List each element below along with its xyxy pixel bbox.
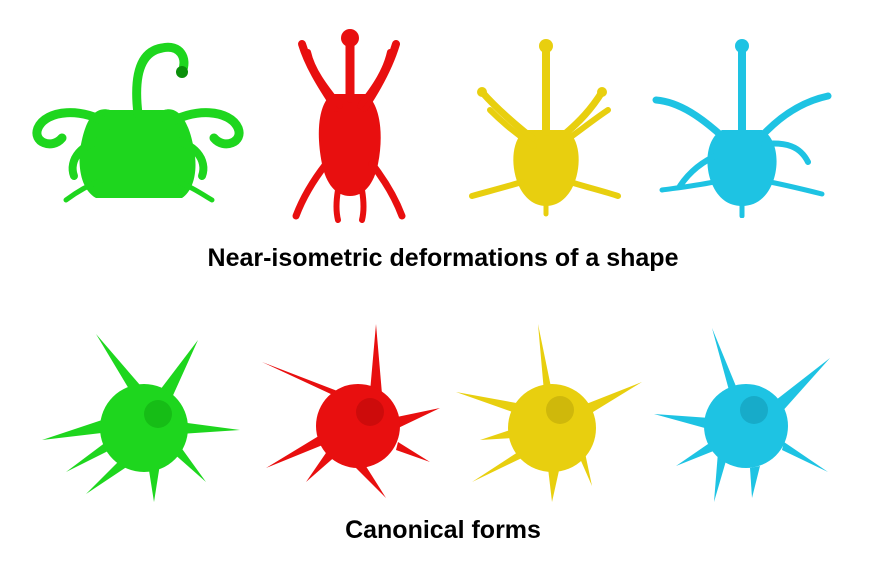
sphere-body	[100, 384, 188, 472]
sphere-shade	[356, 398, 384, 426]
sphere-body	[316, 384, 400, 468]
canonical-form-green	[36, 322, 248, 506]
deformed-shape-red	[280, 24, 418, 224]
sphere-shade	[740, 396, 768, 424]
shape-knob	[735, 39, 749, 53]
top-row-caption: Near-isometric deformations of a shape	[207, 244, 679, 272]
shape-knob	[539, 39, 553, 53]
shape-body	[513, 130, 579, 206]
spikes	[654, 328, 830, 502]
spikes	[262, 324, 440, 498]
canonical-form-cyan-figure	[654, 328, 830, 502]
sphere-shade	[144, 400, 172, 428]
canonical-form-red-figure	[262, 324, 440, 498]
shape-knob	[341, 29, 359, 47]
sphere-body	[704, 384, 788, 468]
canonical-form-green-figure	[42, 334, 240, 502]
canonical-form-red	[258, 322, 442, 506]
shape-arms	[32, 42, 244, 203]
canonical-form-yellow	[452, 322, 644, 506]
shape-knob	[597, 87, 607, 97]
deformed-shape-green	[22, 30, 254, 210]
canonical-form-cyan	[650, 322, 834, 506]
shape-arms	[292, 35, 406, 223]
shape-arms	[652, 44, 832, 218]
shape-body	[318, 94, 381, 196]
deformed-shape-green-figure	[32, 42, 244, 203]
sphere-body	[508, 384, 596, 472]
sphere-shade	[546, 396, 574, 424]
deformed-shape-cyan-figure	[652, 39, 832, 218]
deformed-shape-yellow	[462, 34, 626, 218]
deformed-shape-yellow-figure	[469, 39, 621, 217]
bottom-row-caption: Canonical forms	[345, 516, 541, 544]
shape-body	[707, 130, 777, 206]
deformed-shape-red-figure	[292, 29, 406, 223]
canonical-form-yellow-figure	[456, 324, 642, 502]
deformed-shape-cyan	[650, 34, 834, 218]
shape-knob	[176, 66, 188, 78]
shape-body	[79, 109, 196, 198]
shape-knob	[477, 87, 487, 97]
spikes	[42, 334, 240, 502]
